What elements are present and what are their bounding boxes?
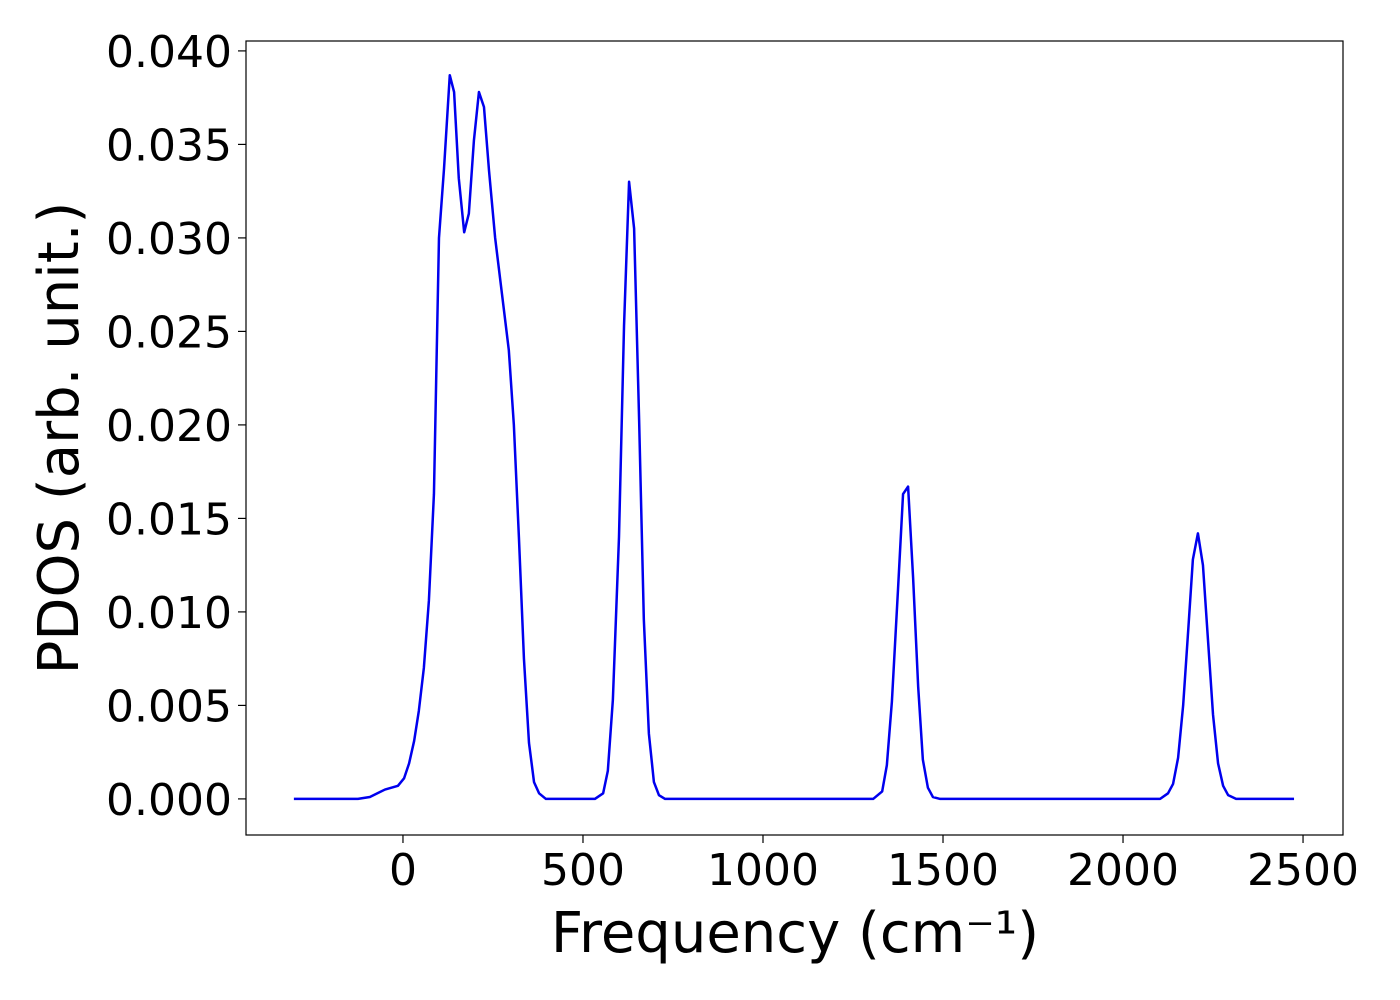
y-tick-label: 0.020 bbox=[106, 401, 232, 452]
y-tick-label: 0.035 bbox=[106, 120, 232, 171]
y-tick-label: 0.005 bbox=[106, 681, 232, 732]
x-tick-label: 500 bbox=[541, 845, 625, 896]
x-tick-label: 1000 bbox=[707, 845, 819, 896]
y-tick-label: 0.010 bbox=[106, 588, 232, 639]
x-axis-label: Frequency (cm⁻¹) bbox=[551, 901, 1039, 966]
y-tick-label: 0.015 bbox=[106, 494, 232, 545]
y-axis-label: PDOS (arb. unit.) bbox=[27, 202, 92, 675]
x-tick-label: 2000 bbox=[1067, 845, 1179, 896]
x-tick-label: 2500 bbox=[1247, 845, 1359, 896]
y-tick-label: 0.025 bbox=[106, 307, 232, 358]
x-tick-label: 0 bbox=[389, 845, 417, 896]
y-tick-label: 0.030 bbox=[106, 214, 232, 265]
data-line bbox=[293, 73, 1295, 801]
x-tick-label: 1500 bbox=[887, 845, 999, 896]
y-tick-label: 0.040 bbox=[106, 27, 232, 78]
plot-frame bbox=[245, 40, 1344, 836]
y-tick-label: 0.000 bbox=[106, 775, 232, 826]
